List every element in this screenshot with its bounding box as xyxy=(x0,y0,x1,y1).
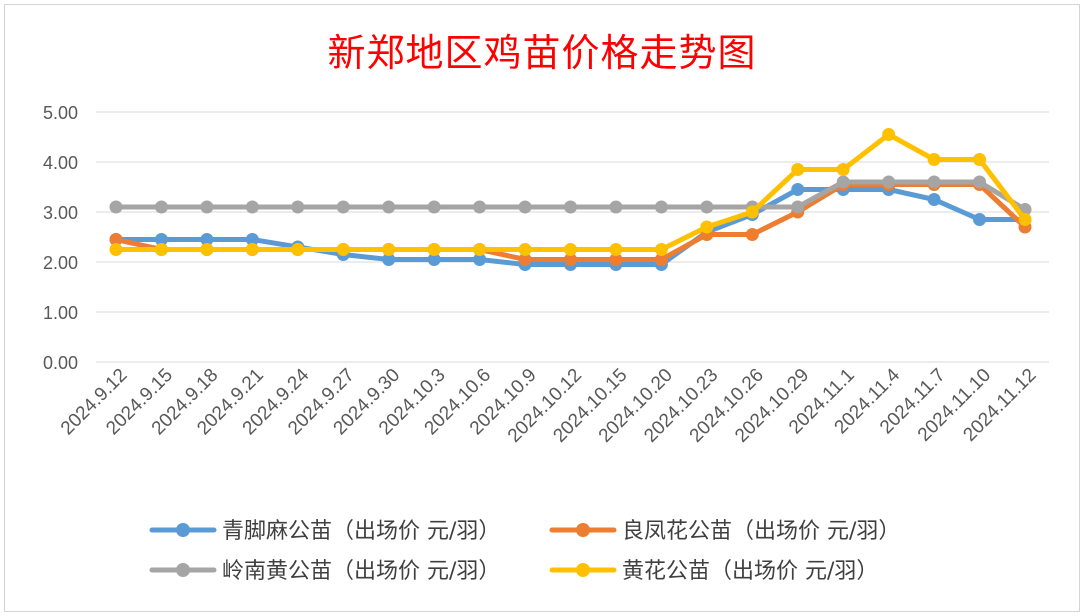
data-point xyxy=(564,243,577,256)
data-point xyxy=(245,200,259,214)
data-point xyxy=(154,233,168,246)
data-point xyxy=(1018,213,1032,226)
data-point xyxy=(245,233,259,246)
data-point xyxy=(654,253,668,266)
y-tick-label: 4.00 xyxy=(43,153,78,173)
data-point xyxy=(791,200,805,214)
data-point xyxy=(609,253,623,266)
data-point xyxy=(654,200,668,214)
y-tick-label: 0.00 xyxy=(43,353,78,373)
data-point xyxy=(745,205,759,219)
data-point xyxy=(882,128,896,141)
legend-label: 青脚麻公苗（出场价 元/羽） xyxy=(222,519,500,544)
chart-title: 新郑地区鸡苗价格走势图 xyxy=(327,31,757,75)
chart-area[interactable] xyxy=(4,4,1080,612)
data-point xyxy=(564,253,577,266)
y-tick-label: 2.00 xyxy=(43,253,78,273)
data-point xyxy=(700,220,714,234)
data-point xyxy=(382,253,396,266)
data-point xyxy=(200,243,214,256)
data-point xyxy=(427,253,441,266)
data-point xyxy=(473,253,487,266)
data-point xyxy=(609,243,623,256)
data-point xyxy=(791,163,805,176)
legend-marker xyxy=(576,523,590,537)
data-point xyxy=(518,253,532,266)
data-point xyxy=(654,243,668,256)
data-point xyxy=(927,153,941,166)
data-point xyxy=(291,200,305,214)
data-point xyxy=(336,200,350,214)
legend-label: 岭南黄公苗（出场价 元/羽） xyxy=(222,559,500,584)
data-point xyxy=(200,233,214,246)
legend-marker xyxy=(576,563,590,577)
data-point xyxy=(700,200,714,214)
data-point xyxy=(382,200,396,214)
legend-marker xyxy=(176,563,190,577)
data-point xyxy=(836,175,850,189)
data-point xyxy=(973,175,987,189)
data-point xyxy=(109,243,123,256)
data-point xyxy=(836,163,850,176)
data-point xyxy=(564,200,577,214)
data-point xyxy=(245,243,259,256)
legend-label: 良凤花公苗（出场价 元/羽） xyxy=(622,519,900,544)
data-point xyxy=(927,193,941,206)
data-point xyxy=(973,153,987,166)
data-point xyxy=(927,175,941,189)
data-point xyxy=(518,243,532,256)
data-point xyxy=(427,243,441,256)
data-point xyxy=(473,200,487,214)
data-point xyxy=(473,243,487,256)
data-point xyxy=(882,175,896,189)
data-point xyxy=(109,233,123,246)
data-point xyxy=(791,183,805,196)
data-point xyxy=(609,200,623,214)
legend-marker xyxy=(176,523,190,537)
data-point xyxy=(291,243,305,256)
y-tick-label: 3.00 xyxy=(43,203,78,223)
data-point xyxy=(518,200,532,214)
legend-label: 黄花公苗（出场价 元/羽） xyxy=(622,559,878,584)
data-point xyxy=(382,243,396,256)
data-point xyxy=(109,200,123,214)
y-tick-label: 5.00 xyxy=(43,103,78,123)
data-point xyxy=(745,228,759,241)
data-point xyxy=(154,243,168,256)
data-point xyxy=(336,243,350,256)
data-point xyxy=(427,200,441,214)
data-point xyxy=(154,200,168,214)
y-tick-label: 1.00 xyxy=(43,303,78,323)
data-point xyxy=(973,213,987,226)
data-point xyxy=(200,200,214,214)
